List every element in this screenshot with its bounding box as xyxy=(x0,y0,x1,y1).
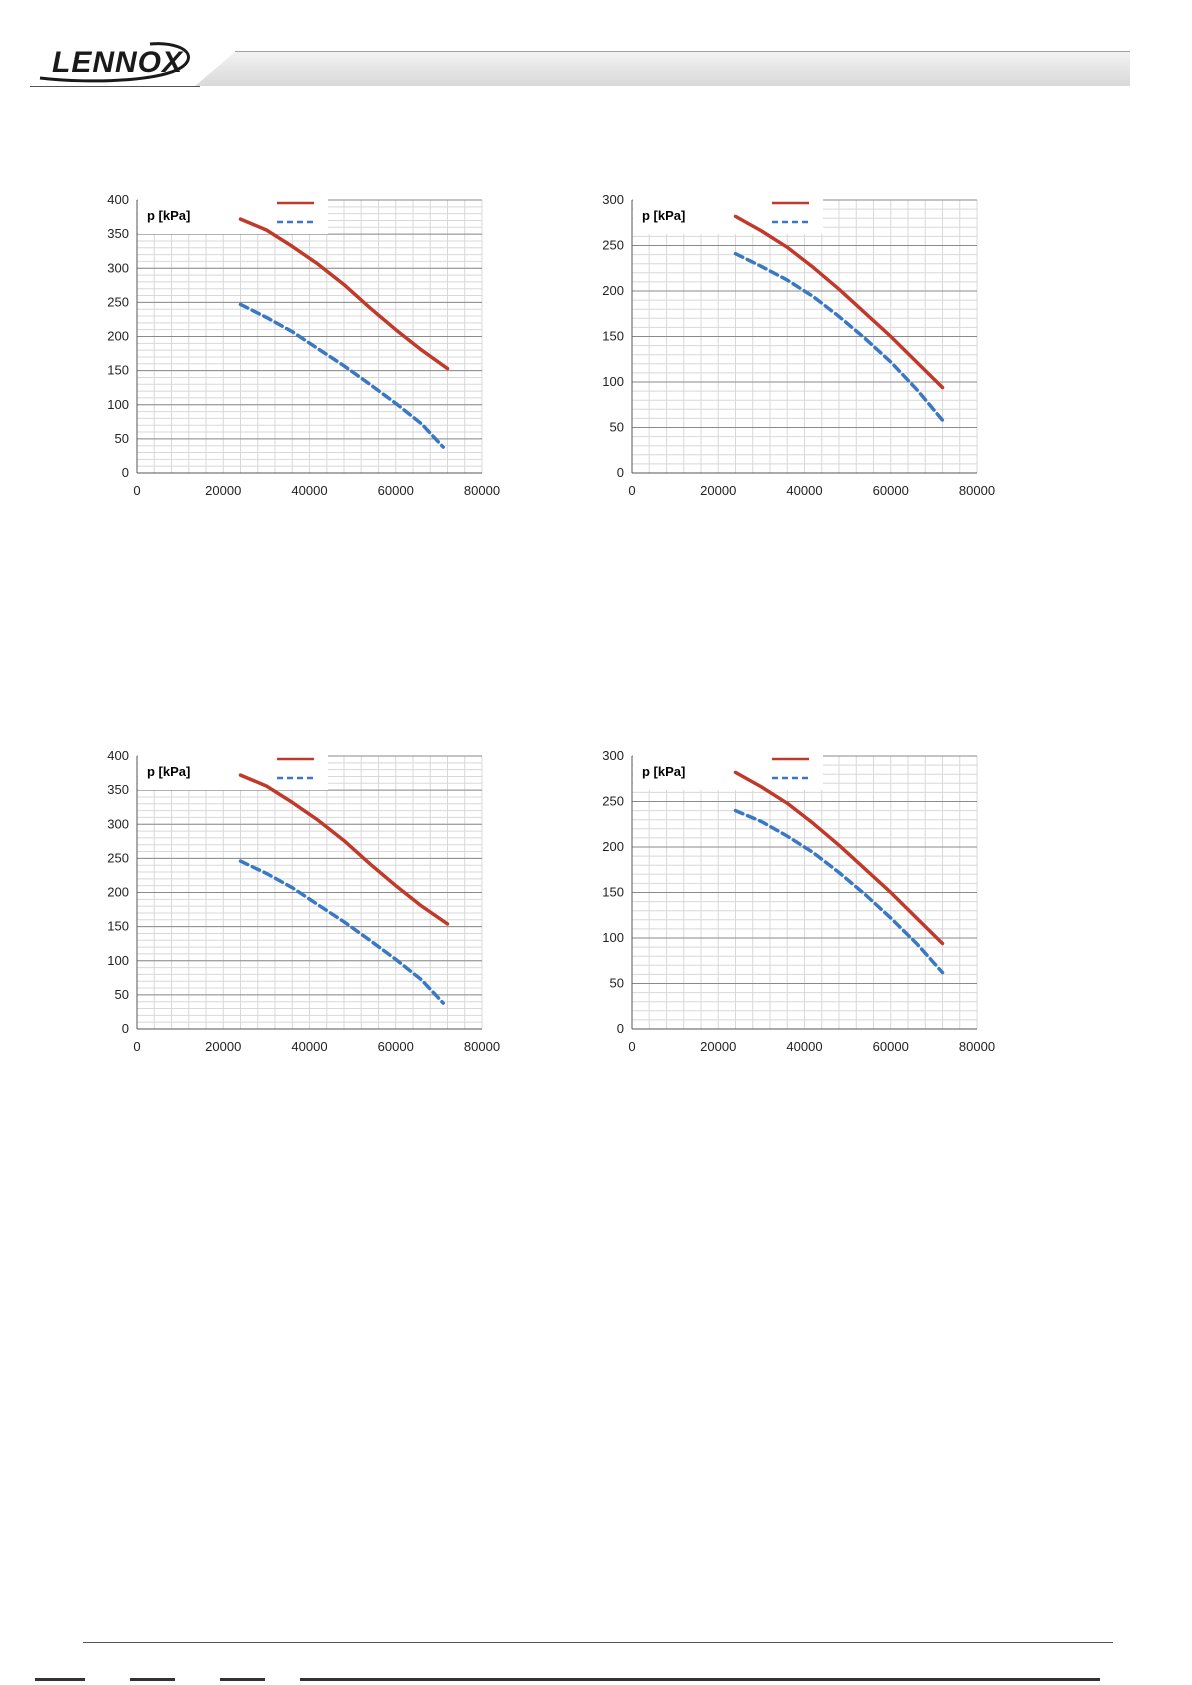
x-tick-label: 0 xyxy=(628,483,635,498)
y-tick-label: 150 xyxy=(107,363,129,378)
y-tick-label: 400 xyxy=(107,192,129,207)
y-tick-label: 250 xyxy=(107,294,129,309)
x-tick-label: 40000 xyxy=(291,483,327,498)
header-rule xyxy=(235,51,1130,52)
y-tick-label: 50 xyxy=(115,987,129,1002)
x-tick-label: 20000 xyxy=(700,1039,736,1054)
x-tick-label: 60000 xyxy=(873,483,909,498)
y-tick-label: 300 xyxy=(107,260,129,275)
header-band xyxy=(195,52,1130,86)
y-tick-label: 50 xyxy=(610,976,624,991)
x-tick-label: 0 xyxy=(133,483,140,498)
x-tick-label: 20000 xyxy=(205,483,241,498)
y-tick-label: 100 xyxy=(602,930,624,945)
y-tick-label: 300 xyxy=(107,816,129,831)
y-tick-label: 400 xyxy=(107,748,129,763)
y-tick-label: 100 xyxy=(107,953,129,968)
series-line-solid xyxy=(238,773,450,926)
y-tick-label: 300 xyxy=(602,192,624,207)
y-tick-label: 0 xyxy=(122,465,129,480)
y-axis-label: p [kPa] xyxy=(642,208,685,223)
x-tick-label: 80000 xyxy=(464,1039,500,1054)
grid xyxy=(631,755,978,1030)
x-tick-label: 80000 xyxy=(959,1039,995,1054)
y-tick-label: 100 xyxy=(107,397,129,412)
header-underline xyxy=(30,86,200,87)
series-line-solid xyxy=(733,214,945,390)
x-tick-label: 60000 xyxy=(378,483,414,498)
logo-text: LENNOX xyxy=(52,46,184,79)
y-tick-label: 300 xyxy=(602,748,624,763)
y-tick-label: 50 xyxy=(115,431,129,446)
footer-rule xyxy=(83,1642,1113,1643)
series-line-solid xyxy=(733,770,945,946)
y-tick-label: 200 xyxy=(602,839,624,854)
x-tick-label: 0 xyxy=(133,1039,140,1054)
y-tick-label: 250 xyxy=(107,850,129,865)
y-tick-label: 350 xyxy=(107,782,129,797)
y-tick-label: 150 xyxy=(602,329,624,344)
x-tick-label: 20000 xyxy=(700,483,736,498)
y-tick-label: 200 xyxy=(107,329,129,344)
lennox-logo: LENNOX xyxy=(30,38,195,86)
page-header: LENNOX xyxy=(0,0,1192,100)
x-tick-label: 60000 xyxy=(873,1039,909,1054)
series-line-solid xyxy=(238,217,450,371)
y-tick-label: 200 xyxy=(107,885,129,900)
y-axis-label: p [kPa] xyxy=(147,208,190,223)
y-tick-label: 250 xyxy=(602,794,624,809)
x-tick-label: 0 xyxy=(628,1039,635,1054)
y-tick-label: 150 xyxy=(602,885,624,900)
y-tick-label: 250 xyxy=(602,238,624,253)
series-line-dashed xyxy=(238,859,445,1005)
chart-bottom-left: 0 50 100 150 200 250 300 350 400 0 20000 40000 60000… xyxy=(107,748,500,1054)
chart-top-right: 0 50 100 150 200 250 300 0 20000 40000 60000 80000 p… xyxy=(602,192,995,498)
x-tick-label: 60000 xyxy=(378,1039,414,1054)
y-tick-label: 350 xyxy=(107,226,129,241)
y-tick-label: 0 xyxy=(617,1021,624,1036)
y-tick-label: 0 xyxy=(617,465,624,480)
y-axis-label: p [kPa] xyxy=(642,764,685,779)
grid xyxy=(631,199,978,474)
x-tick-label: 80000 xyxy=(959,483,995,498)
x-tick-label: 40000 xyxy=(786,1039,822,1054)
footer-marks xyxy=(35,1678,1100,1681)
x-tick-label: 20000 xyxy=(205,1039,241,1054)
x-tick-label: 40000 xyxy=(291,1039,327,1054)
x-tick-label: 80000 xyxy=(464,483,500,498)
y-tick-label: 100 xyxy=(602,374,624,389)
y-tick-label: 200 xyxy=(602,283,624,298)
y-tick-label: 50 xyxy=(610,420,624,435)
chart-bottom-right: 0 50 100 150 200 250 300 0 20000 40000 60000 80000 p… xyxy=(602,748,995,1054)
series-line-dashed xyxy=(733,251,945,422)
y-axis-label: p [kPa] xyxy=(147,764,190,779)
logo-swoosh-icon xyxy=(39,42,190,83)
series-line-dashed xyxy=(733,808,945,975)
chart-top-left: 0 50 100 150 200 250 300 350 400 0 20000 40000 60000… xyxy=(107,192,500,498)
x-tick-label: 40000 xyxy=(786,483,822,498)
y-tick-label: 0 xyxy=(122,1021,129,1036)
y-tick-label: 150 xyxy=(107,919,129,934)
series-line-dashed xyxy=(238,302,445,449)
